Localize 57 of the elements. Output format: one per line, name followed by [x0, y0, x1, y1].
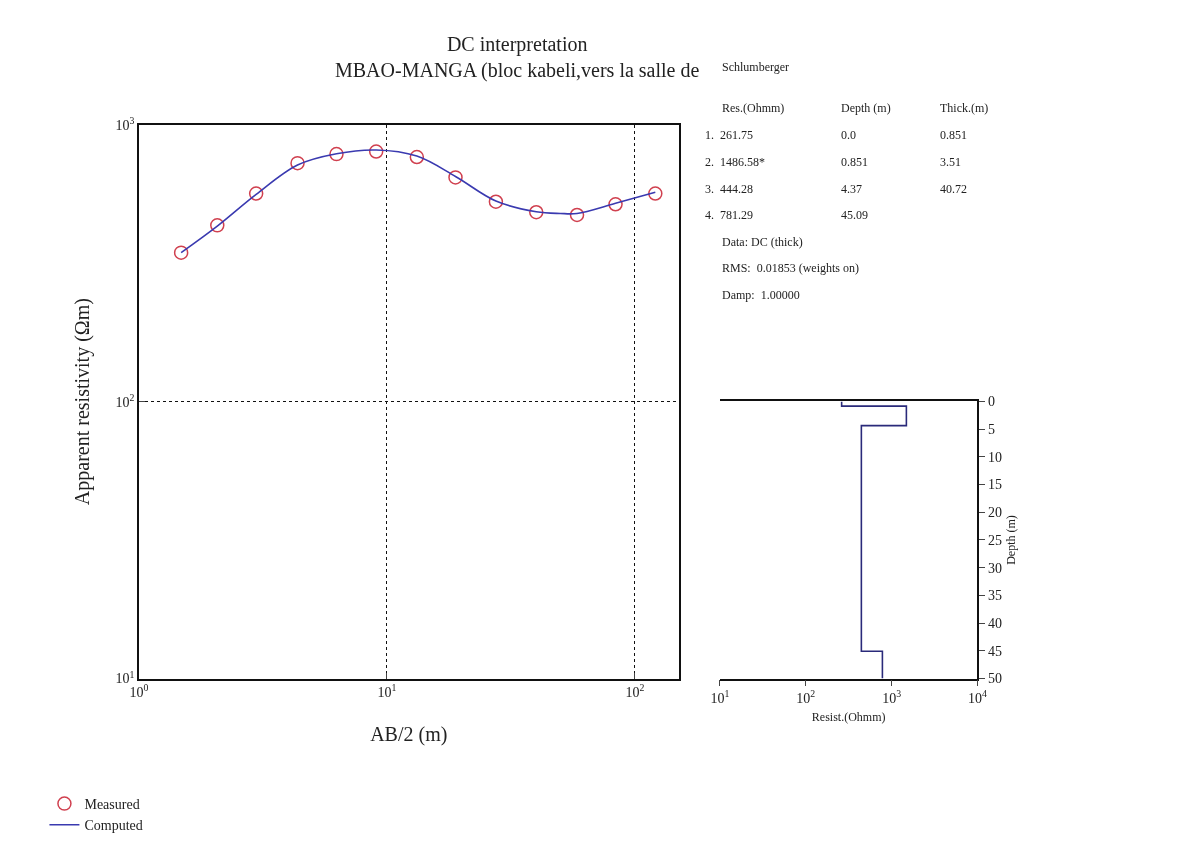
text: 4. 781.29 [705, 208, 753, 222]
point [608, 197, 623, 212]
y-tick-label: 45 [987, 643, 1002, 659]
point [529, 204, 544, 220]
y-tick-label: 5 [987, 422, 995, 438]
point [290, 155, 305, 171]
point [488, 194, 504, 209]
text: Damp: 1.00000 [722, 288, 800, 302]
x-tick-label: 10$^{1}$ [710, 688, 730, 707]
y-tick-label: 30 [987, 560, 1002, 576]
point [248, 186, 264, 201]
x-tick-label: 10$^{1}$ [377, 682, 397, 701]
chart-subtitle: MBAO-MANGA (bloc kabeli,vers la salle de [335, 59, 700, 82]
y-tick-label: 25 [987, 532, 1002, 548]
y-tick-label: 10 [987, 449, 1002, 465]
text: 3. 444.28 [705, 182, 753, 196]
text: 0.851 [940, 128, 967, 142]
text: Res.(Ohmm) [722, 101, 785, 115]
y-tick-label: 10$^{3}$ [115, 114, 135, 133]
text: Thick.(m) [940, 101, 989, 115]
point [210, 218, 225, 233]
text: Data: DC (thick) [722, 235, 803, 249]
y-tick-label: 10$^{2}$ [115, 391, 135, 410]
y-tick-label: 0 [987, 394, 995, 410]
x-tick-label: 10$^{2}$ [796, 688, 816, 707]
point [409, 149, 425, 165]
legend-label: Measured [84, 797, 140, 813]
point [569, 207, 585, 223]
legend-label: Computed [84, 818, 143, 834]
point [448, 170, 463, 185]
x-axis-title: AB/2 (m) [370, 723, 448, 747]
x-tick-label: 10$^{2}$ [625, 682, 645, 701]
text: 0.851 [841, 155, 868, 169]
text: Depth (m) [841, 101, 891, 115]
text: Schlumberger [722, 60, 790, 74]
y-axis-title: Apparent resistivity (Ωm) [71, 298, 95, 506]
y-tick-label: 50 [987, 671, 1002, 687]
point [329, 146, 344, 162]
y-tick-label: 15 [987, 477, 1002, 493]
text: 2. 1486.58* [705, 155, 765, 169]
point [368, 144, 384, 159]
y-tick-label: 40 [987, 616, 1002, 632]
x-axis-title: Resist.(Ohmm) [811, 710, 886, 725]
y-tick-label: 20 [987, 505, 1002, 521]
text: 3.51 [940, 155, 961, 169]
text: RMS: 0.01853 (weights on) [722, 261, 860, 275]
text: 45.09 [841, 208, 868, 222]
chart-title: DC interpretation [446, 33, 588, 56]
y-axis-title: Depth (m) [1004, 515, 1019, 565]
x-tick-label: 10$^{3}$ [882, 688, 902, 707]
text: 4.37 [841, 182, 862, 196]
text: 0.0 [841, 128, 856, 142]
y-tick-label: 35 [987, 588, 1002, 604]
point [648, 186, 663, 201]
text: 40.72 [940, 182, 967, 196]
text: 1. 261.75 [705, 128, 753, 142]
x-tick-label: 10$^{4}$ [967, 688, 987, 707]
